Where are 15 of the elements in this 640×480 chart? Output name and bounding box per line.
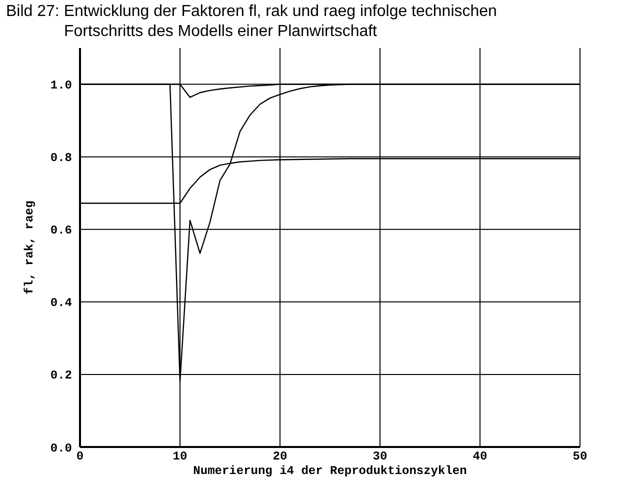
y-tick-label: 0.2 bbox=[50, 368, 72, 383]
x-tick-label: 0 bbox=[76, 450, 84, 464]
y-tick-label: 0.6 bbox=[50, 224, 72, 238]
y-tick-label: 0.0 bbox=[50, 441, 72, 456]
chart-title: Bild 27: Entwicklung der Faktoren fl, rak und raeg infolge technischen Fortschritts des Modells einer Planwirtschaft bbox=[6, 2, 497, 42]
x-tick-label: 40 bbox=[472, 450, 488, 464]
y-tick-label: 1.0 bbox=[50, 78, 72, 93]
x-tick-label: 10 bbox=[172, 450, 188, 464]
x-tick-label: 30 bbox=[372, 450, 388, 464]
y-axis-title: fl, rak, raeg bbox=[22, 200, 36, 294]
x-tick-label: 20 bbox=[272, 450, 288, 464]
x-axis-title: Numerierung i4 der Reproduktionszyklen bbox=[193, 464, 467, 478]
x-tick-label: 50 bbox=[572, 450, 588, 464]
y-tick-label: 0.4 bbox=[50, 296, 72, 310]
y-tick-label: 0.8 bbox=[50, 151, 72, 166]
